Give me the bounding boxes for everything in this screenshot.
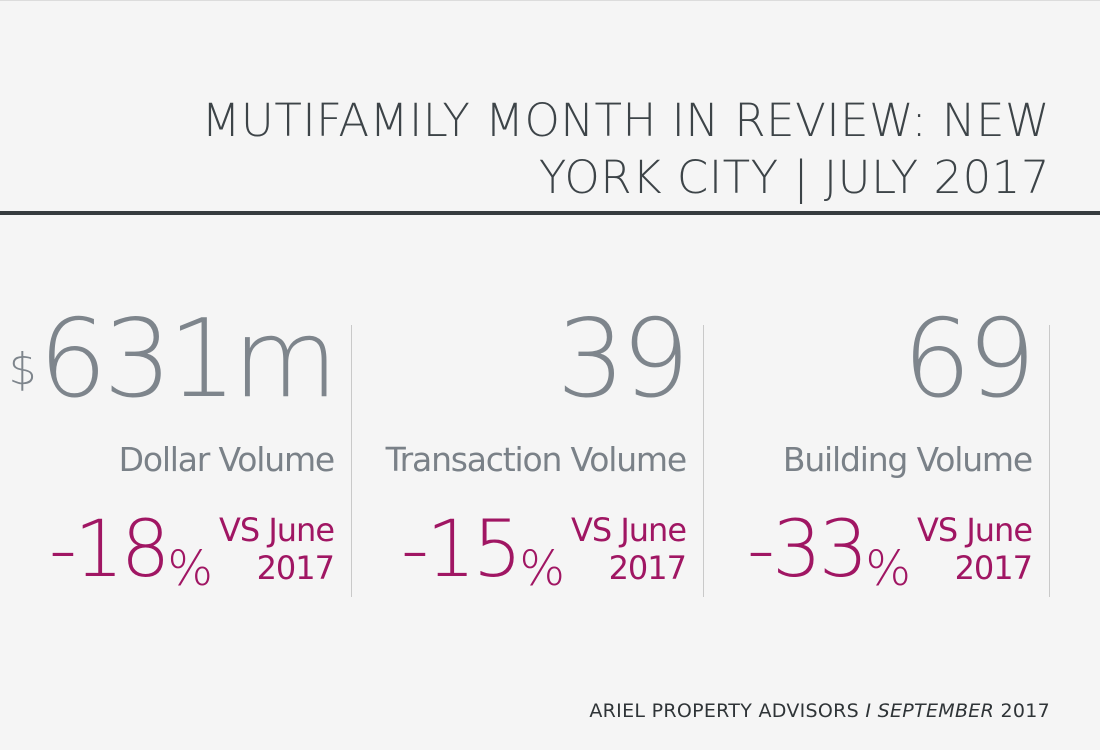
column-divider	[351, 325, 352, 597]
stat-label: Building Volume	[782, 440, 1033, 479]
comparison-year: 2017	[256, 549, 335, 587]
currency-symbol: $	[8, 344, 37, 395]
stat-number: 631m	[38, 297, 338, 422]
company-name: ARIEL PROPERTY ADVISORS	[589, 700, 860, 722]
stat-number: 39	[556, 297, 690, 422]
stat-building-volume: 69 Building Volume -33 % VS June 2017	[704, 300, 1050, 600]
footer-credit: ARIEL PROPERTY ADVISORS I SEPTEMBER 2017	[589, 698, 1050, 724]
change-value: -18	[48, 505, 170, 595]
percent-sign: %	[865, 541, 911, 597]
comparison-period: VS June 2017	[218, 511, 335, 587]
stat-dollar-volume: $631m Dollar Volume -18 % VS June 2017	[0, 300, 352, 600]
title-divider	[0, 211, 1100, 215]
comparison-period: VS June 2017	[570, 511, 687, 587]
title-line-2: YORK CITY | JULY 2017	[538, 151, 1050, 204]
change-value: -15	[400, 505, 522, 595]
stat-value: 39	[556, 297, 690, 422]
column-divider	[703, 325, 704, 597]
stat-change: -15 % VS June 2017	[400, 505, 687, 597]
stat-change: -18 % VS June 2017	[48, 505, 335, 597]
comparison-year: 2017	[954, 549, 1033, 587]
stat-number: 69	[902, 297, 1036, 422]
footer-year: 2017	[1000, 700, 1050, 722]
stat-label: Transaction Volume	[385, 440, 688, 479]
comparison-year: 2017	[608, 549, 687, 587]
stat-change: -33 % VS June 2017	[746, 505, 1033, 597]
change-value: -33	[746, 505, 868, 595]
stat-transaction-volume: 39 Transaction Volume -15 % VS June 2017	[352, 300, 704, 600]
stat-value: $631m	[8, 297, 338, 422]
percent-sign: %	[167, 541, 213, 597]
stat-value: 69	[902, 297, 1036, 422]
comparison-period: VS June 2017	[916, 511, 1033, 587]
title-line-1: MUTIFAMILY MONTH IN REVIEW: NEW	[201, 94, 1050, 147]
stat-label: Dollar Volume	[118, 440, 336, 479]
column-divider	[1049, 325, 1050, 597]
comparison-label: VS June	[916, 511, 1033, 549]
percent-sign: %	[519, 541, 565, 597]
page-title: MUTIFAMILY MONTH IN REVIEW: NEW YORK CIT…	[150, 92, 1050, 206]
footer-separator: I	[865, 700, 872, 722]
comparison-label: VS June	[570, 511, 687, 549]
footer-month: SEPTEMBER	[877, 700, 995, 722]
comparison-label: VS June	[218, 511, 335, 549]
top-border	[0, 0, 1100, 1]
